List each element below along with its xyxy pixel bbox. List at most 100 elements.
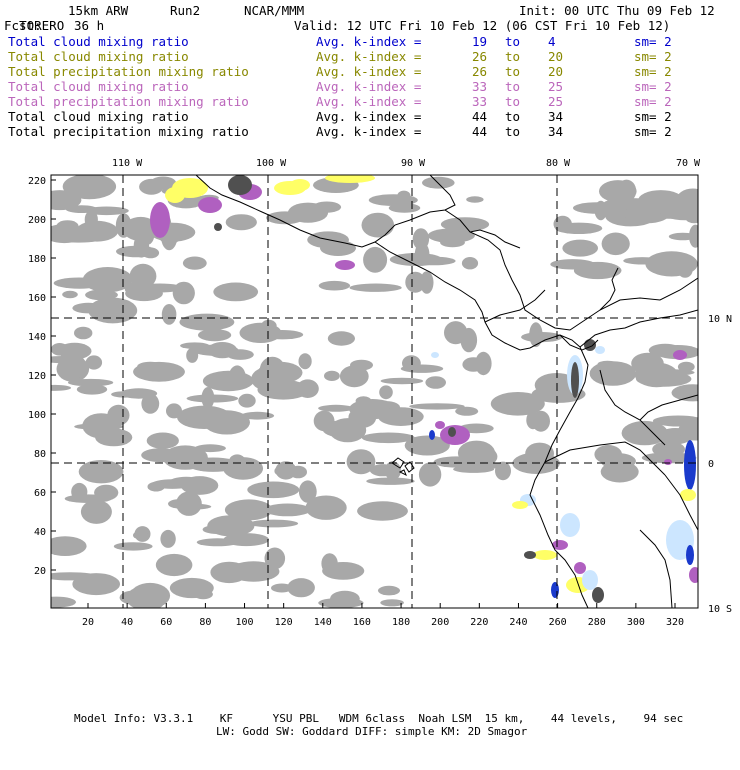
gulf-honduras [469, 229, 521, 249]
k-index-to-word: to [505, 49, 521, 64]
cloud-blob [95, 428, 133, 447]
cloud-blob [116, 245, 158, 258]
cloud-blob [129, 263, 157, 289]
cloud-blob [133, 361, 185, 382]
k-index-from: 26 [472, 64, 488, 79]
k-index-to-word: to [505, 34, 521, 49]
k-index-to: 34 [548, 109, 564, 124]
cloud-blob [440, 217, 490, 232]
k-index-to: 25 [548, 79, 564, 94]
cloud-blob [201, 387, 215, 409]
k-index-from: 33 [472, 79, 488, 94]
x-tick-label: 300 [627, 617, 645, 628]
cloud-blob [85, 355, 103, 370]
precip-blob-yellow [680, 489, 696, 501]
cloud-blob [339, 365, 369, 388]
cloud-blob [600, 461, 639, 483]
cloud-blob [652, 441, 685, 458]
cloud-blob [474, 447, 498, 466]
precip-blob-dark-gray [571, 362, 579, 398]
cloud-blob [133, 531, 148, 540]
cloud-blob [330, 590, 360, 607]
cloud-blob [186, 347, 199, 363]
y-tick-label: 160 [28, 293, 46, 304]
x-tick-label: 240 [509, 617, 527, 628]
central-america-east [444, 209, 698, 331]
precip-blob-purple [664, 459, 672, 465]
precip-blob-purple [150, 202, 170, 238]
cloud-blob [74, 326, 93, 340]
colombia-border-1 [599, 369, 666, 446]
cloud-blob [229, 454, 246, 468]
k-index-from: 44 [472, 124, 488, 139]
x-tick-label: 80 [199, 617, 211, 628]
cloud-blob [51, 536, 87, 556]
graticule [51, 175, 698, 608]
precip-blob-light-blue [582, 570, 598, 590]
cloud-blob [378, 585, 400, 596]
precip-features [150, 175, 698, 603]
field-name: Total cloud mixing ratio [8, 109, 189, 124]
cloud-blob [240, 411, 275, 420]
cloud-blob [405, 271, 426, 293]
k-index-from: 33 [472, 94, 488, 109]
cloud-blob [397, 190, 411, 201]
cloud-blob [251, 367, 284, 391]
x-tick-label: 220 [470, 617, 488, 628]
cloud-field [51, 175, 698, 608]
cloud-blob [173, 503, 212, 510]
cloud-blob [298, 480, 317, 503]
cloud-blob [160, 529, 176, 548]
cloud-blob [573, 246, 590, 254]
model-config: 15km ARW [68, 3, 129, 18]
forecast-label: Fcst: [4, 18, 42, 33]
precip-blob-blue [684, 440, 696, 490]
y-tick-label: 200 [28, 215, 46, 226]
x-tick-label: 260 [549, 617, 567, 628]
lat-label-10n: 10 N [708, 314, 732, 325]
cloud-blob [180, 418, 226, 426]
cloud-blob [433, 456, 479, 468]
y-tick-label: 120 [28, 371, 46, 382]
galapagos-1 [391, 457, 405, 469]
cloud-blob [166, 403, 182, 419]
cloud-blob [444, 321, 468, 345]
cloud-blob [652, 415, 698, 427]
y-tick-label: 20 [34, 566, 46, 577]
cloud-blob [305, 495, 347, 520]
cloud-blob [146, 432, 179, 449]
cloud-blob [75, 220, 119, 242]
cloud-blob [224, 499, 273, 521]
k-index-label: Avg. k-index = [316, 94, 422, 109]
precip-blob-blue [551, 582, 559, 598]
x-axis-ticks: 20 40 60 80 100 120 140 160 180 200 220 240 260 280 30… [82, 603, 684, 628]
y-tick-label: 220 [28, 176, 46, 187]
cloud-blob [192, 344, 239, 356]
cloud-blob [462, 357, 485, 372]
cloud-blob [384, 461, 401, 481]
cloud-blob [318, 404, 354, 412]
cloud-blob [418, 462, 442, 487]
precip-blob-blue [686, 545, 694, 565]
cloud-blob [377, 407, 424, 426]
smoothing: sm= 2 [634, 94, 672, 109]
y-tick-label: 140 [28, 332, 46, 343]
k-index-label: Avg. k-index = [316, 34, 422, 49]
cloud-blob [671, 384, 698, 402]
precip-blob-dark-gray [524, 551, 536, 559]
cloud-blob [601, 232, 630, 256]
smoothing: sm= 2 [634, 124, 672, 139]
smoothing: sm= 2 [634, 64, 672, 79]
cloud-blob [594, 445, 622, 464]
galapagos-3 [398, 469, 407, 477]
cloud-blob [321, 553, 338, 574]
cloud-blob [238, 393, 256, 408]
coastlines [195, 175, 698, 608]
cloud-blob [312, 201, 342, 213]
cloud-blob [84, 210, 98, 229]
k-index-to-word: to [505, 64, 521, 79]
cloud-blob [162, 445, 208, 470]
cloud-blob [402, 355, 421, 372]
y-tick-label: 40 [34, 527, 46, 538]
cloud-blob [56, 220, 79, 233]
